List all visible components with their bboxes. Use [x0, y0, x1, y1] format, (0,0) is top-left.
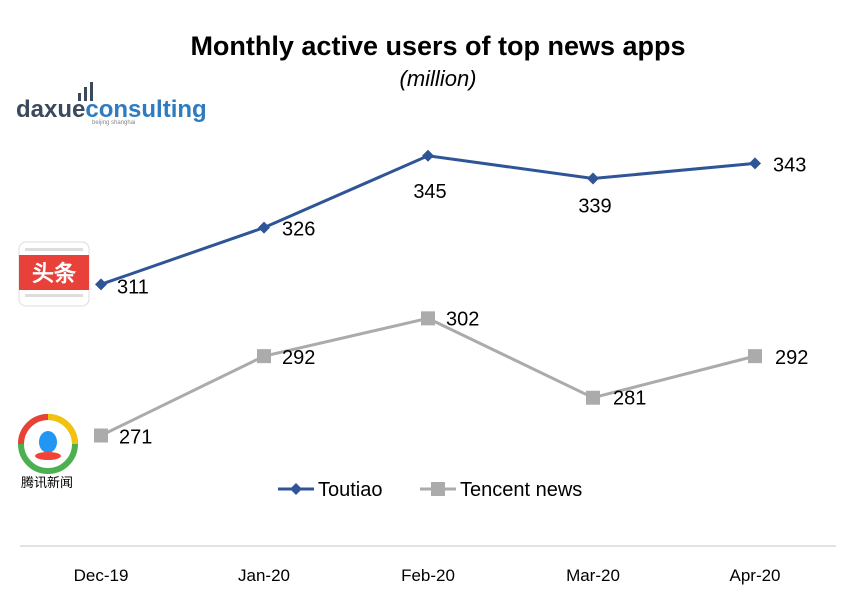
data-label-tencent: 302	[446, 308, 479, 330]
series-line-toutiao	[100, 154, 756, 286]
brand-text-blue: consulting	[85, 96, 206, 123]
legend-marker-tencent	[431, 482, 445, 496]
data-point-tencent	[421, 311, 435, 326]
toutiao-logo-text: 头条	[32, 261, 77, 287]
toutiao-app-logo: 头条	[18, 241, 90, 307]
data-label-toutiao: 326	[282, 219, 315, 241]
data-point-toutiao	[95, 278, 107, 291]
brand-text-dark: daxue	[16, 96, 85, 123]
legend-label-toutiao: Toutiao	[318, 479, 383, 501]
chart-title: Monthly active users of top news apps	[190, 31, 685, 61]
data-point-tencent	[257, 349, 271, 364]
data-label-tencent: 292	[775, 347, 808, 369]
legend-label-tencent: Tencent news	[460, 479, 582, 501]
tencent-news-app-name: 腾讯新闻	[21, 475, 73, 491]
data-point-tencent	[748, 349, 762, 364]
data-point-toutiao	[587, 172, 599, 185]
data-label-tencent: 271	[119, 427, 152, 449]
x-tick-label: Mar-20	[566, 566, 620, 585]
x-tick-label: Feb-20	[401, 566, 455, 585]
data-label-toutiao: 345	[413, 181, 446, 203]
data-label-toutiao: 311	[117, 276, 149, 298]
data-point-tencent	[586, 390, 600, 405]
legend: Toutiao Tencent news	[278, 479, 582, 501]
x-tick-label: Apr-20	[729, 566, 780, 585]
brand-subtext: beijing shanghai	[92, 120, 135, 126]
x-tick-label: Jan-20	[238, 566, 290, 585]
data-point-toutiao	[749, 157, 761, 170]
chart-subtitle: (million)	[400, 66, 477, 91]
data-label-tencent: 281	[613, 388, 646, 410]
data-label-toutiao: 343	[773, 154, 806, 176]
daxue-consulting-logo: daxueconsulting beijing shanghai	[16, 82, 207, 126]
data-point-toutiao	[422, 149, 434, 162]
x-tick-label: Dec-19	[74, 566, 129, 585]
x-axis-ticks: Dec-19 Jan-20 Feb-20 Mar-20 Apr-20	[74, 566, 781, 585]
data-label-tencent: 292	[282, 347, 315, 369]
series-line-tencent	[100, 316, 756, 437]
series-layer: 311 326 345 339 343 271 292 302 281 292	[94, 149, 808, 449]
legend-marker-toutiao	[290, 483, 302, 495]
data-point-tencent	[94, 428, 108, 443]
tencent-news-app-logo: 腾讯新闻	[18, 414, 78, 491]
data-label-toutiao: 339	[578, 195, 611, 217]
svg-text:daxueconsulting: daxueconsulting	[16, 96, 207, 123]
data-point-toutiao	[258, 221, 270, 234]
